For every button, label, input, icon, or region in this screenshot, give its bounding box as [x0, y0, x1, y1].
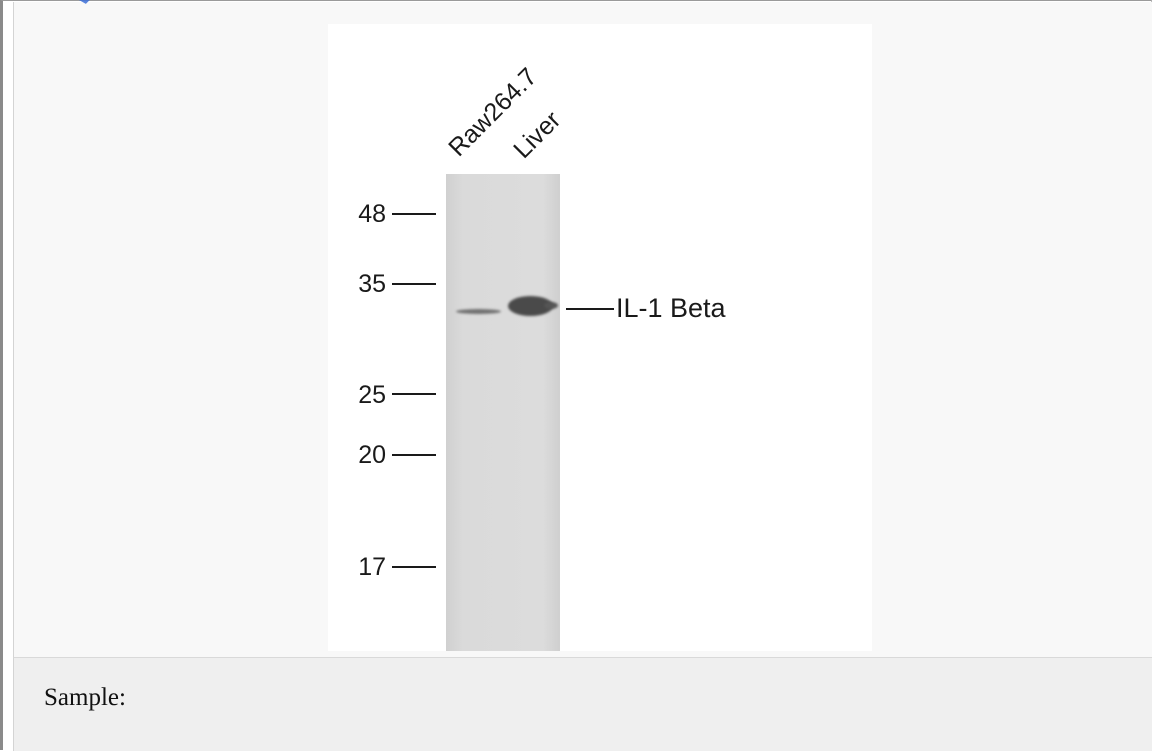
marker-label-25: 25: [358, 381, 386, 409]
caption-text: Sample:: [44, 684, 126, 711]
marker-label-48: 48: [358, 200, 386, 228]
band-liver: [508, 296, 553, 316]
marker-label-17: 17: [358, 553, 386, 581]
image-cell: Raw264.7 Liver 48 35 25 20 17 IL-1 Beta: [13, 2, 1152, 658]
marker-label-35: 35: [358, 270, 386, 298]
marker-tick-17: [392, 566, 436, 568]
lane-label-liver: Liver: [508, 105, 567, 164]
marker-tick-25: [392, 393, 436, 395]
western-blot-image: Raw264.7 Liver 48 35 25 20 17 IL-1 Beta: [328, 24, 872, 651]
band-liver-edge: [544, 302, 558, 309]
marker-label-20: 20: [358, 441, 386, 469]
marker-tick-48: [392, 213, 436, 215]
caption-cell: Sample:: [13, 658, 1152, 751]
band-pointer-line: [566, 308, 614, 310]
marker-tick-35: [392, 283, 436, 285]
marker-tick-20: [392, 454, 436, 456]
band-raw264: [456, 309, 501, 314]
blot-membrane-strip: [446, 174, 560, 651]
band-label: IL-1 Beta: [616, 293, 726, 323]
